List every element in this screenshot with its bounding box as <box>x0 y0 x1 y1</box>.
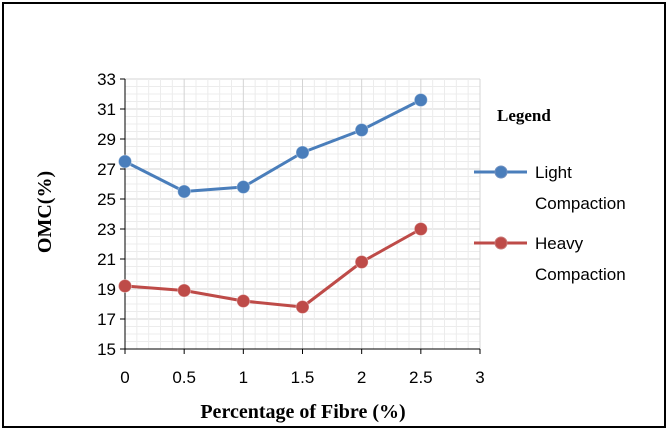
y-tick-label: 17 <box>97 310 116 329</box>
x-tick-label: 1 <box>239 368 248 387</box>
data-point <box>177 184 192 199</box>
data-point <box>413 222 428 236</box>
y-tick-label: 19 <box>97 280 116 299</box>
legend-entry-light: Light Compaction <box>474 163 626 213</box>
series-line <box>124 227 422 309</box>
data-point <box>413 93 428 107</box>
y-tick-label: 25 <box>97 190 116 209</box>
y-axis-title: OMC(%) <box>34 171 56 253</box>
legend-label-light-line2: Compaction <box>535 194 626 213</box>
x-tick-label: 2 <box>357 368 366 387</box>
x-tick-label: 0.5 <box>172 368 196 387</box>
legend-marker-heavy <box>494 236 508 250</box>
y-tick-label: 23 <box>97 220 116 239</box>
x-axis-title: Percentage of Fibre (%) <box>200 401 405 423</box>
legend-entry-heavy: Heavy Compaction <box>474 234 626 284</box>
data-point <box>118 154 132 169</box>
series-line <box>124 98 422 193</box>
data-point <box>118 279 132 293</box>
axes <box>120 78 481 354</box>
y-tick-label: 27 <box>97 160 116 179</box>
data-point <box>177 283 192 298</box>
legend-marker-light <box>494 165 508 179</box>
y-tick-label: 33 <box>97 70 116 89</box>
x-tick-label: 3 <box>475 368 484 387</box>
series-light <box>118 93 428 199</box>
legend-title: Legend <box>497 106 551 125</box>
data-point <box>354 123 369 137</box>
x-tick-label: 1.5 <box>291 368 315 387</box>
y-tick-label: 31 <box>97 100 116 119</box>
legend-label-heavy-line1: Heavy <box>535 234 584 253</box>
data-point <box>354 255 369 269</box>
y-tick-label: 29 <box>97 130 116 149</box>
data-point <box>236 180 251 194</box>
y-tick-label: 15 <box>97 340 116 359</box>
series <box>118 93 428 314</box>
series-heavy <box>118 222 428 314</box>
legend-label-light-line1: Light <box>535 163 572 182</box>
chart-frame <box>2 2 666 428</box>
data-point <box>295 145 310 160</box>
legend-label-heavy-line2: Compaction <box>535 265 626 284</box>
y-tick-label: 21 <box>97 250 116 269</box>
x-tick-label: 2.5 <box>409 368 433 387</box>
data-point <box>295 300 310 314</box>
tick-labels: 15 17 19 21 23 25 27 29 31 33 0 0.5 1 1.5 2 2.5 3 <box>97 70 485 387</box>
data-point <box>236 294 251 308</box>
legend: Legend Light Compaction Heavy Compaction <box>474 106 626 284</box>
x-tick-label: 0 <box>120 368 129 387</box>
